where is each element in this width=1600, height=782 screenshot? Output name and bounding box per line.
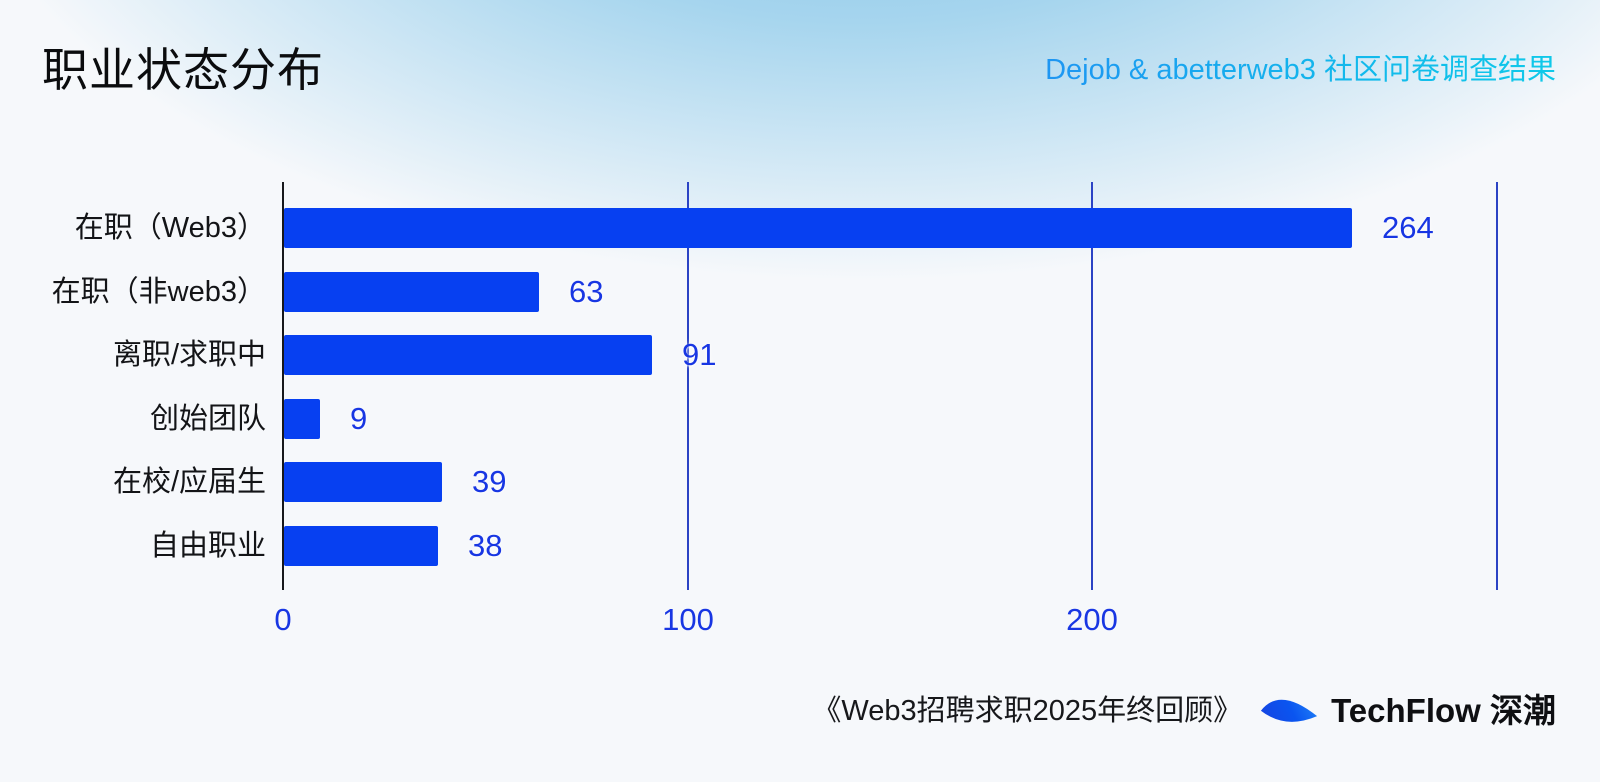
category-label: 自由职业 (149, 529, 266, 562)
bar-value-label: 9 (350, 400, 368, 436)
brand: TechFlow 深潮 (1260, 684, 1556, 732)
bar (284, 525, 438, 566)
bar (284, 335, 652, 375)
survey-source-label: Dejob & abetterweb3 社区问卷调查结果 (1045, 46, 1556, 88)
report-title: 《Web3招聘求职2025年终回顾》 (812, 695, 1243, 727)
bar-value-label: 38 (468, 527, 503, 563)
bar (284, 462, 442, 502)
category-label: 创始团队 (149, 402, 266, 435)
bar-value-label: 63 (569, 273, 604, 309)
bar (284, 271, 539, 312)
footer: 《Web3招聘求职2025年终回顾》 TechFlow 深潮 (812, 684, 1556, 732)
category-label: 在校/应届生 (112, 466, 266, 498)
gridline-300 (1496, 182, 1498, 590)
bar-value-label: 91 (682, 337, 717, 372)
brand-name: TechFlow 深潮 (1331, 692, 1556, 729)
category-label: 在职（Web3） (74, 212, 266, 244)
gridline-200 (1091, 182, 1093, 590)
bar-value-label: 264 (1382, 210, 1434, 245)
x-tick-label-200: 200 (1066, 602, 1118, 637)
y-axis-line (282, 182, 284, 590)
category-label: 在职（非web3） (51, 275, 266, 308)
category-label: 离职/求职中 (112, 339, 266, 371)
bar (284, 208, 1352, 248)
techflow-logo-icon (1261, 699, 1318, 722)
x-tick-label-0: 0 (274, 602, 292, 637)
x-tick-label-100: 100 (662, 602, 714, 637)
gridline-100 (687, 182, 689, 590)
bar-value-label: 39 (472, 464, 507, 499)
bar (284, 398, 320, 439)
page-title: 职业状态分布 (42, 44, 324, 96)
